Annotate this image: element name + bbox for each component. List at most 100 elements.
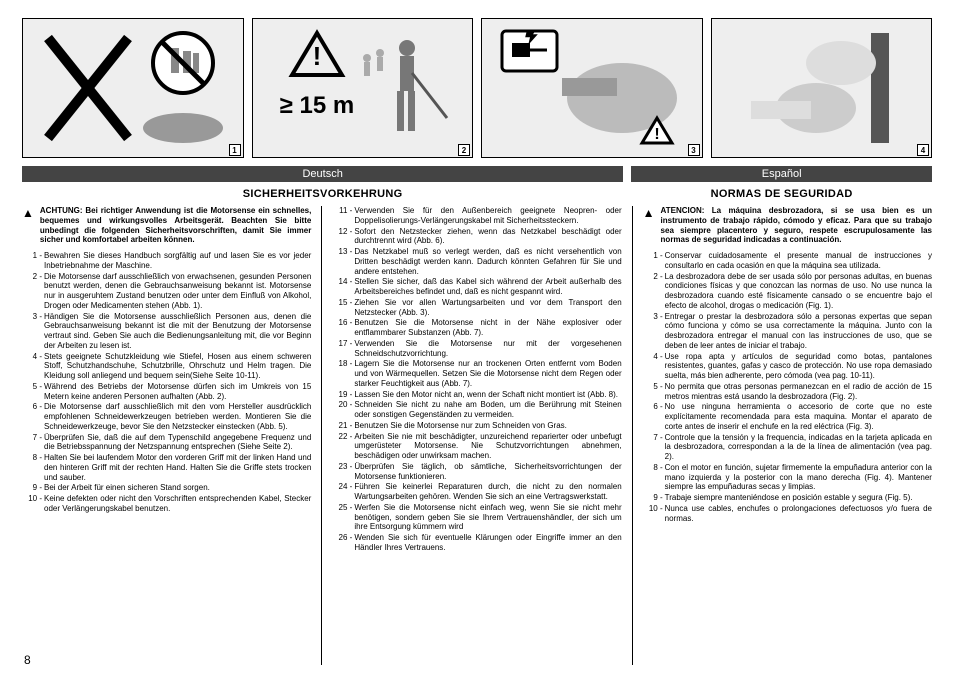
item-text: Con el motor en función, sujetar firmeme… — [665, 463, 932, 492]
item-number: 11 - — [332, 206, 352, 216]
list-item: 11 -Verwenden Sie für den Außenbereich g… — [332, 206, 621, 226]
list-item: 18 -Lagern Sie die Motorsense nur an tro… — [332, 359, 621, 388]
list-item: 16 -Benutzen Sie die Motorsense nicht in… — [332, 318, 621, 338]
list-item: 25 -Werfen Sie die Motorsense nicht einf… — [332, 503, 621, 532]
item-text: Die Motorsense darf ausschließlich von e… — [44, 272, 311, 310]
item-number: 2 - — [22, 272, 42, 282]
figure-2: ! ≥ 15 m 2 — [252, 18, 474, 158]
item-text: No use ninguna herramienta o accesorio d… — [665, 402, 932, 431]
item-number: 18 - — [332, 359, 352, 369]
item-text: Die Motorsense darf ausschließlich mit d… — [44, 402, 311, 431]
svg-text:!: ! — [654, 126, 659, 143]
list-item: 4 -Use ropa apta y artículos de segurida… — [643, 352, 932, 381]
list-item: 9 -Trabaje siempre manteniéndose en posi… — [643, 493, 932, 503]
item-number: 9 - — [22, 483, 42, 493]
item-number: 5 - — [643, 382, 663, 392]
item-text: Das Netzkabel muß so verlegt werden, daß… — [354, 247, 621, 276]
list-de-a: 1 -Bewahren Sie dieses Handbuch sorgfält… — [22, 251, 311, 514]
list-item: 3 -Händigen Sie die Motorsense ausschlie… — [22, 312, 311, 351]
list-item: 4 -Stets geeignete Schutzkleidung wie St… — [22, 352, 311, 381]
item-text: Verwenden Sie die Motorsense nur mit der… — [354, 339, 621, 358]
item-text: Werfen Sie die Motorsense nicht einfach … — [354, 503, 621, 532]
list-item: 10 -Keine defekten oder nicht den Vorsch… — [22, 494, 311, 514]
item-text: Lagern Sie die Motorsense nur an trocken… — [354, 359, 621, 388]
item-text: Wenden Sie sich für eventuelle Klärungen… — [354, 533, 621, 552]
figure-number: 4 — [917, 144, 929, 156]
warning-icon: ▲ — [643, 206, 655, 245]
list-item: 17 -Verwenden Sie die Motorsense nur mit… — [332, 339, 621, 359]
item-text: Während des Betriebs der Motorsense dürf… — [44, 382, 311, 401]
svg-text:≥ 15 m: ≥ 15 m — [280, 92, 355, 119]
item-text: Trabaje siempre manteniéndose en posició… — [665, 493, 913, 502]
item-number: 14 - — [332, 277, 352, 287]
list-item: 2 -Die Motorsense darf ausschließlich vo… — [22, 272, 311, 311]
item-number: 4 - — [22, 352, 42, 362]
item-number: 21 - — [332, 421, 352, 431]
item-number: 15 - — [332, 298, 352, 308]
item-text: Controle que la tensión y la frequencia,… — [665, 433, 932, 462]
list-item: 26 -Wenden Sie sich für eventuelle Kläru… — [332, 533, 621, 553]
item-number: 1 - — [643, 251, 663, 261]
item-text: No permita que otras personas permanezca… — [665, 382, 932, 401]
lang-de: Deutsch — [22, 166, 623, 182]
item-number: 24 - — [332, 482, 352, 492]
figure-number: 3 — [688, 144, 700, 156]
item-text: Use ropa apta y artículos de seguridad c… — [665, 352, 932, 381]
figure-number: 1 — [229, 144, 241, 156]
item-number: 22 - — [332, 432, 352, 442]
list-item: 9 -Bei der Arbeit für einen sicheren Sta… — [22, 483, 311, 493]
item-text: Überprüfen Sie, daß die auf dem Typensch… — [44, 433, 311, 452]
item-text: Schneiden Sie nicht zu nahe am Boden, um… — [354, 400, 621, 419]
item-number: 1 - — [22, 251, 42, 261]
list-item: 23 -Überprüfen Sie täglich, ob sämtliche… — [332, 462, 621, 482]
svg-text:!: ! — [313, 41, 322, 71]
heading-es: NORMAS DE SEGURIDAD — [631, 186, 932, 202]
list-item: 15 -Ziehen Sie vor allen Wartungsarbeite… — [332, 298, 621, 318]
col-de-2: 11 -Verwenden Sie für den Außenbereich g… — [321, 206, 621, 665]
heading-de: SICHERHEITSVORKEHRUNG — [22, 186, 623, 202]
item-text: Conservar cuidadosamente el presente man… — [665, 251, 932, 270]
item-number: 19 - — [332, 390, 352, 400]
figure-row: 1 ! ≥ 15 m — [22, 18, 932, 158]
item-number: 13 - — [332, 247, 352, 257]
item-text: Halten Sie bei laufendem Motor den vorde… — [44, 453, 311, 482]
item-text: Benutzen Sie die Motorsense nicht in der… — [354, 318, 621, 337]
warning-icon: ▲ — [22, 206, 34, 245]
item-text: La desbrozadora debe de ser usada sólo p… — [665, 272, 932, 310]
col-es: ▲ ATENCION: La máquina desbrozadora, si … — [632, 206, 932, 665]
list-item: 6 -Die Motorsense darf ausschließlich mi… — [22, 402, 311, 431]
lang-es: Español — [631, 166, 932, 182]
item-text: Verwenden Sie für den Außenbereich geeig… — [354, 206, 621, 225]
list-item: 6 -No use ninguna herramienta o accesori… — [643, 402, 932, 431]
language-bar: Deutsch Español — [22, 166, 932, 182]
item-number: 12 - — [332, 227, 352, 237]
item-text: Bei der Arbeit für einen sicheren Stand … — [44, 483, 210, 492]
list-de-b: 11 -Verwenden Sie für den Außenbereich g… — [332, 206, 621, 553]
figure-4: 4 — [711, 18, 933, 158]
item-number: 10 - — [22, 494, 42, 504]
list-item: 7 -Controle que la tensión y la frequenc… — [643, 433, 932, 462]
item-text: Überprüfen Sie täglich, ob sämtliche, Si… — [354, 462, 621, 481]
content-columns: ▲ ACHTUNG: Bei richtiger Anwendung ist d… — [22, 206, 932, 665]
list-item: 24 -Führen Sie keinerlei Reparaturen dur… — [332, 482, 621, 502]
item-text: Keine defekten oder nicht den Vorschrift… — [44, 494, 311, 513]
item-text: Stellen Sie sicher, daß das Kabel sich w… — [354, 277, 621, 296]
list-item: 10 -Nunca use cables, enchufes o prolong… — [643, 504, 932, 524]
item-number: 5 - — [22, 382, 42, 392]
item-text: Sofort den Netzstecker ziehen, wenn das … — [354, 227, 621, 246]
warning-es: ▲ ATENCION: La máquina desbrozadora, si … — [643, 206, 932, 245]
item-text: Ziehen Sie vor allen Wartungsarbeiten un… — [354, 298, 621, 317]
item-number: 23 - — [332, 462, 352, 472]
col-de-1: ▲ ACHTUNG: Bei richtiger Anwendung ist d… — [22, 206, 311, 665]
list-item: 14 -Stellen Sie sicher, daß das Kabel si… — [332, 277, 621, 297]
item-number: 16 - — [332, 318, 352, 328]
manual-page: 1 ! ≥ 15 m — [0, 0, 954, 675]
item-number: 6 - — [643, 402, 663, 412]
item-number: 20 - — [332, 400, 352, 410]
list-item: 22 -Arbeiten Sie nie mit beschädigter, u… — [332, 432, 621, 461]
item-number: 3 - — [643, 312, 663, 322]
warning-text-es: ATENCION: La máquina desbrozadora, si se… — [661, 206, 932, 245]
figure-1: 1 — [22, 18, 244, 158]
item-text: Händigen Sie die Motorsense ausschließli… — [44, 312, 311, 350]
list-item: 1 -Bewahren Sie dieses Handbuch sorgfält… — [22, 251, 311, 271]
